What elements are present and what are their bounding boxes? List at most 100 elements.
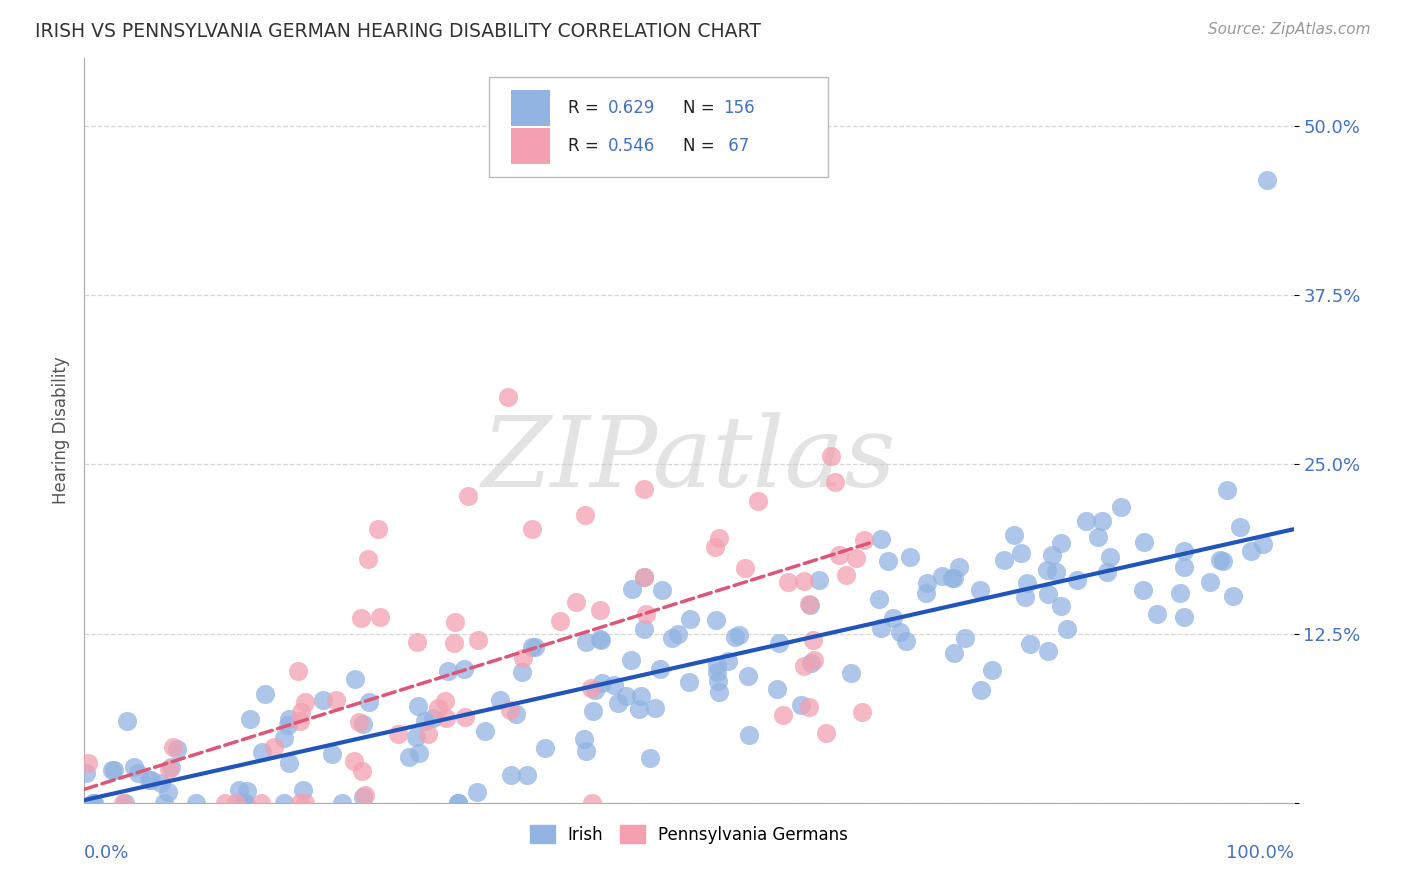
Point <box>488 693 510 707</box>
Point <box>505 707 527 722</box>
FancyBboxPatch shape <box>512 90 550 126</box>
Point <box>416 727 439 741</box>
Text: N =: N = <box>683 136 720 155</box>
Point <box>1050 599 1073 613</box>
Point <box>405 730 427 744</box>
Point <box>277 717 299 731</box>
Point <box>1099 550 1122 565</box>
Point <box>607 696 630 710</box>
Point <box>1170 586 1192 600</box>
Point <box>294 695 316 709</box>
Point <box>589 603 612 617</box>
Point <box>498 390 520 404</box>
Point <box>738 728 761 742</box>
Point <box>1014 591 1036 605</box>
Point <box>953 631 976 645</box>
Point <box>704 540 727 554</box>
Point <box>291 783 314 797</box>
Point <box>707 673 730 688</box>
Point <box>1091 514 1114 528</box>
Point <box>512 651 534 665</box>
Point <box>1036 643 1059 657</box>
Point <box>793 574 815 588</box>
Point <box>122 759 145 773</box>
Point <box>522 640 544 654</box>
Point <box>633 622 655 636</box>
Point <box>870 532 893 546</box>
Point <box>706 665 728 679</box>
Point <box>510 665 533 679</box>
Point <box>465 785 488 799</box>
Point <box>799 656 821 670</box>
Point <box>717 654 740 668</box>
FancyBboxPatch shape <box>489 77 828 178</box>
Point <box>252 745 274 759</box>
Point <box>225 796 247 810</box>
Point <box>765 681 787 696</box>
Point <box>724 630 747 644</box>
Point <box>943 646 966 660</box>
Point <box>603 678 626 692</box>
Point <box>127 766 149 780</box>
Point <box>747 493 769 508</box>
Point <box>679 612 702 626</box>
Point <box>633 570 655 584</box>
Point <box>76 756 98 770</box>
Point <box>636 607 658 621</box>
Text: R =: R = <box>568 136 605 155</box>
Point <box>398 749 420 764</box>
Point <box>214 796 236 810</box>
Point <box>1045 566 1067 580</box>
Point <box>707 685 730 699</box>
Point <box>772 707 794 722</box>
Point <box>523 640 546 655</box>
Point <box>572 731 595 746</box>
Text: 156: 156 <box>723 99 755 117</box>
Point <box>797 700 820 714</box>
Point <box>948 560 970 574</box>
Point <box>915 586 938 600</box>
Point <box>1253 537 1275 551</box>
Point <box>581 796 603 810</box>
Point <box>630 690 652 704</box>
Point <box>768 636 790 650</box>
Point <box>1019 637 1042 651</box>
Point <box>406 635 429 649</box>
Point <box>824 475 846 489</box>
Text: 67: 67 <box>723 136 749 155</box>
Point <box>882 611 904 625</box>
Point <box>633 570 655 584</box>
Point <box>648 662 671 676</box>
Point <box>734 561 756 575</box>
Point <box>841 665 863 680</box>
Point <box>728 627 751 641</box>
Point <box>444 615 467 629</box>
Point <box>1256 173 1278 187</box>
Point <box>706 657 728 672</box>
Text: N =: N = <box>683 99 720 117</box>
Point <box>1240 544 1263 558</box>
Point <box>835 567 858 582</box>
Point <box>534 741 557 756</box>
Point <box>1212 554 1234 568</box>
Point <box>312 693 335 707</box>
Point <box>367 522 389 536</box>
Point <box>852 533 875 547</box>
Point <box>574 508 596 522</box>
Point <box>803 653 825 667</box>
Point <box>1087 530 1109 544</box>
Point <box>352 717 374 731</box>
Point <box>447 796 470 810</box>
Point <box>589 632 612 647</box>
Point <box>162 740 184 755</box>
Text: 0.629: 0.629 <box>607 99 655 117</box>
Point <box>501 768 523 782</box>
Point <box>263 740 285 755</box>
Point <box>433 694 456 708</box>
Point <box>1132 583 1154 598</box>
Point <box>273 796 295 810</box>
Point <box>943 571 966 585</box>
Point <box>153 796 176 810</box>
Point <box>249 796 271 810</box>
Point <box>453 662 475 676</box>
